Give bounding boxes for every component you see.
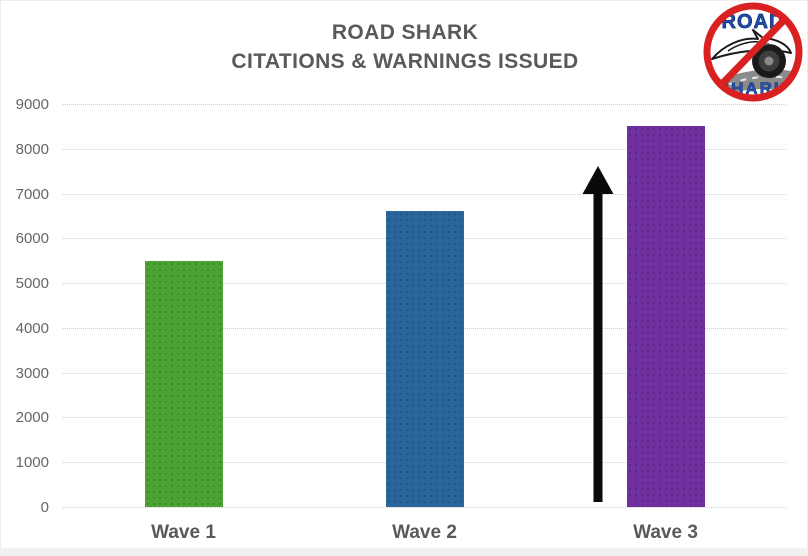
bar-wave-3	[626, 126, 705, 507]
gridline-8000	[63, 148, 786, 150]
y-tick-label-6000: 6000	[15, 230, 49, 248]
logo-road-text: ROAD	[722, 11, 785, 33]
y-tick-label-3000: 3000	[15, 364, 49, 382]
tire-graphic	[752, 43, 786, 78]
y-tick-label-0: 0	[40, 499, 49, 516]
y-tick-label-7000: 7000	[15, 185, 49, 203]
y-tick-label-2000: 2000	[15, 409, 49, 427]
gridline-7000	[63, 193, 786, 195]
bar-wave-2	[385, 211, 464, 507]
chart-title: ROAD SHARK CITATIONS & WARNINGS ISSUED	[1, 18, 807, 76]
chart-title-line1: ROAD SHARK	[331, 21, 479, 44]
y-tick-label-1000: 1000	[15, 454, 49, 472]
y-tick-label-9000: 9000	[15, 96, 49, 113]
gridline-0	[63, 507, 786, 508]
x-category-label-1: Wave 1	[151, 522, 216, 543]
page-bottom-edge	[1, 548, 807, 555]
x-category-label-2: Wave 2	[392, 522, 457, 543]
gridline-9000	[63, 104, 786, 105]
road-shark-logo: ROAD SHARK	[703, 2, 803, 102]
y-tick-label-5000: 5000	[15, 275, 49, 293]
x-category-label-3: Wave 3	[633, 522, 698, 543]
prohibition-ring	[703, 2, 803, 102]
y-tick-label-4000: 4000	[15, 319, 49, 337]
chart-title-line2: CITATIONS & WARNINGS ISSUED	[231, 50, 579, 73]
increase-arrow-annotation	[582, 166, 614, 502]
bar-wave-1	[144, 260, 223, 507]
y-tick-label-8000: 8000	[15, 140, 49, 158]
